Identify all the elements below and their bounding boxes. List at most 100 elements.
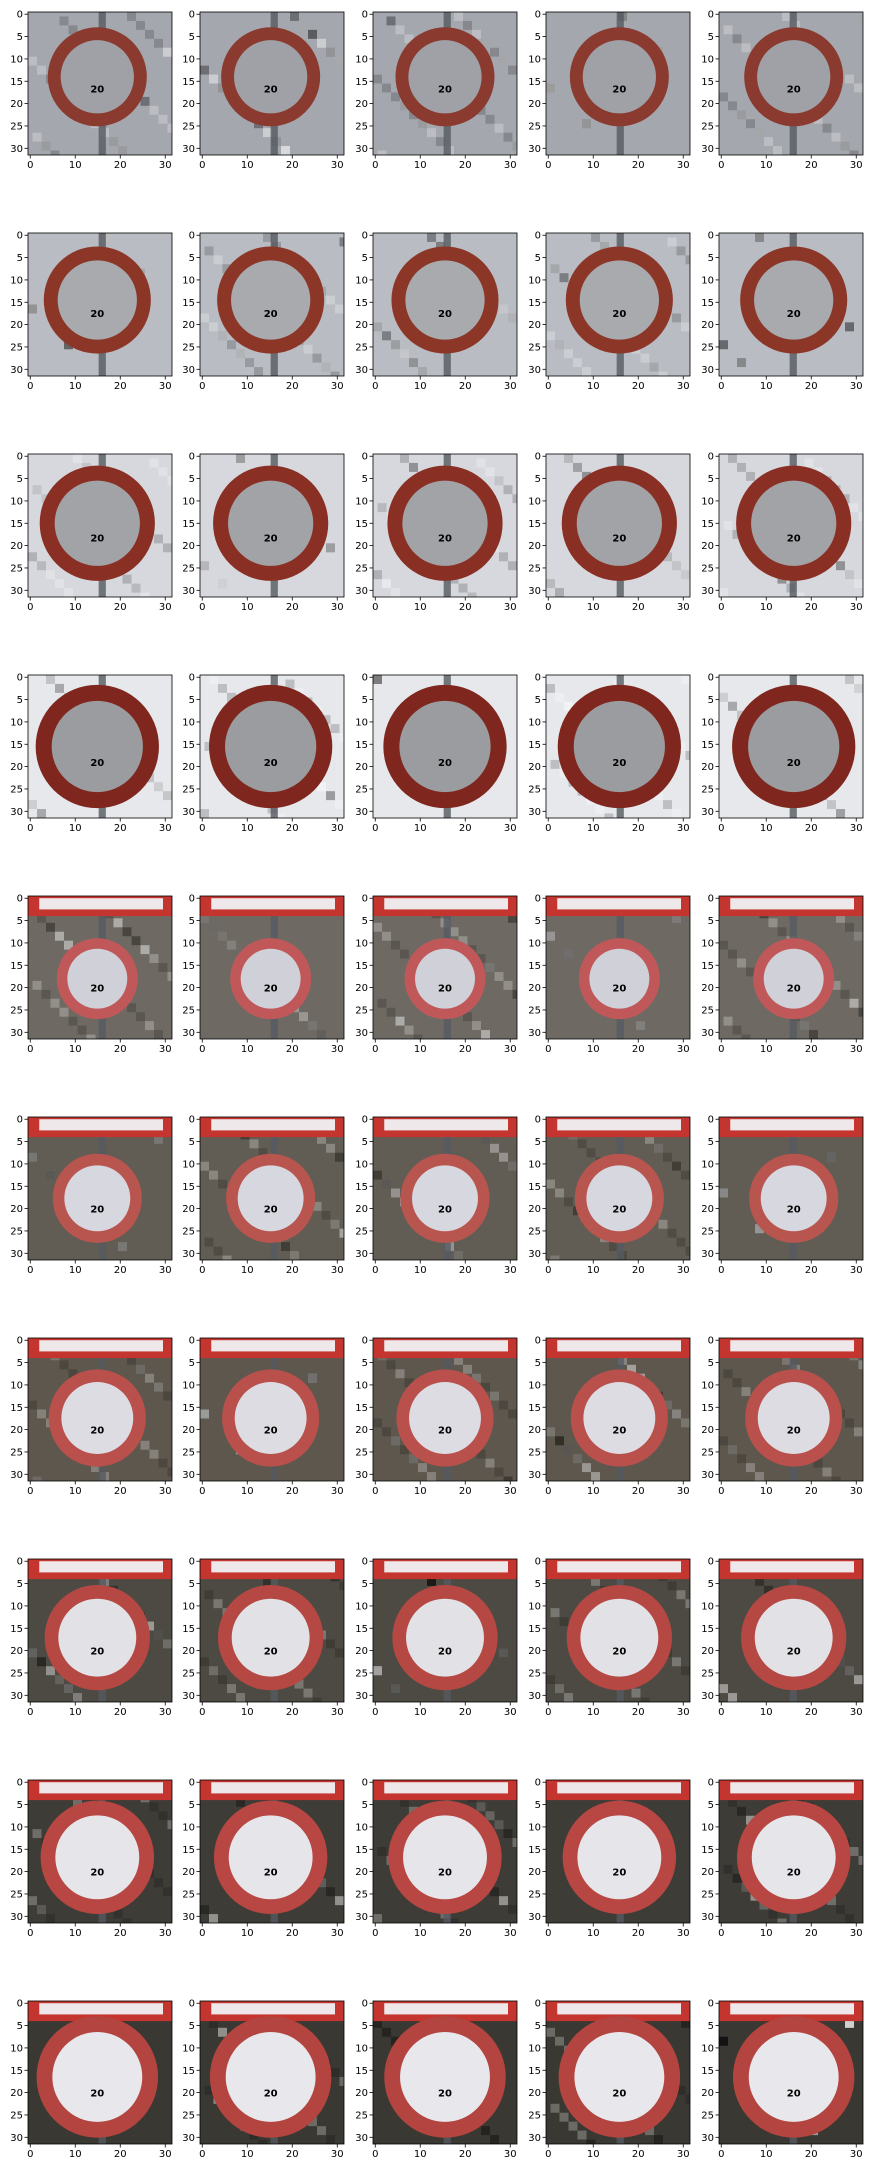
y-tick-label: 5 bbox=[362, 916, 368, 927]
y-tick-label: 30 bbox=[701, 1249, 714, 1260]
x-tick-label: 20 bbox=[459, 1044, 472, 1055]
x-tick-label: 30 bbox=[331, 1486, 344, 1497]
pixel-noise bbox=[409, 1454, 418, 1464]
pixel-noise bbox=[676, 2085, 686, 2095]
pixel-noise bbox=[122, 927, 132, 937]
pixel-noise bbox=[308, 1373, 317, 1383]
pixel-noise bbox=[845, 922, 854, 932]
pixel-noise bbox=[140, 592, 150, 597]
x-tick-label: 10 bbox=[760, 1928, 773, 1939]
pixel-noise bbox=[591, 1472, 600, 1481]
pixel-noise bbox=[308, 29, 317, 39]
y-tick-label: 10 bbox=[528, 2043, 541, 2054]
speed-sign-face bbox=[760, 1165, 827, 1232]
pixel-noise bbox=[312, 353, 322, 363]
pixel-noise bbox=[391, 1436, 400, 1446]
sign-image: 20 bbox=[373, 1780, 517, 1923]
speed-sign-number: 20 bbox=[612, 758, 626, 769]
pixel-noise bbox=[737, 1454, 746, 1464]
x-tick-label: 20 bbox=[805, 1044, 818, 1055]
sign-image: 20 bbox=[200, 1338, 344, 1481]
x-tick-label: 0 bbox=[372, 381, 378, 392]
x-tick-label: 10 bbox=[587, 1265, 600, 1276]
x-tick-label: 0 bbox=[718, 1486, 724, 1497]
x-tick-label: 30 bbox=[850, 381, 863, 392]
x-tick-label: 0 bbox=[199, 381, 205, 392]
pixel-noise bbox=[55, 931, 64, 941]
x-tick-label: 30 bbox=[331, 1928, 344, 1939]
pixel-noise bbox=[32, 1476, 42, 1481]
y-tick-label: 10 bbox=[182, 496, 195, 507]
pixel-noise bbox=[163, 791, 172, 801]
x-tick-label: 0 bbox=[545, 1486, 551, 1497]
y-tick-label: 0 bbox=[362, 231, 368, 242]
pixel-noise bbox=[454, 1251, 463, 1260]
x-tick-label: 30 bbox=[677, 160, 690, 171]
pixel-noise bbox=[326, 791, 335, 801]
x-tick-label: 30 bbox=[331, 602, 344, 613]
y-tick-label: 20 bbox=[182, 1204, 195, 1215]
y-tick-label: 20 bbox=[701, 541, 714, 552]
pixel-noise bbox=[209, 922, 218, 932]
pixel-noise bbox=[400, 949, 409, 959]
pixel-noise bbox=[68, 25, 78, 35]
pixel-noise bbox=[409, 462, 418, 472]
pixel-noise bbox=[849, 998, 859, 1008]
pixel-noise bbox=[37, 561, 46, 571]
pixel-noise bbox=[131, 583, 141, 593]
axes-frame bbox=[545, 1116, 691, 1261]
pixel-noise bbox=[382, 331, 391, 341]
pixel-noise bbox=[503, 1829, 513, 1839]
y-tick-label: 0 bbox=[708, 1999, 714, 2010]
sign-image: 20 bbox=[28, 896, 172, 1039]
pixel-noise bbox=[764, 137, 773, 147]
pixel-noise bbox=[122, 1918, 132, 1923]
pixel-noise bbox=[485, 963, 495, 972]
pixel-noise bbox=[373, 675, 382, 684]
x-tick-label: 0 bbox=[718, 1265, 724, 1276]
pixel-noise bbox=[154, 1134, 163, 1144]
x-tick-label: 20 bbox=[459, 602, 472, 613]
y-tick-label: 25 bbox=[701, 784, 714, 795]
pixel-noise bbox=[490, 1887, 499, 1897]
x-tick-label: 0 bbox=[199, 1707, 205, 1718]
x-tick-label: 30 bbox=[504, 1928, 517, 1939]
pixel-noise bbox=[503, 980, 513, 990]
pixel-noise bbox=[667, 1581, 677, 1591]
y-tick-label: 30 bbox=[10, 1912, 23, 1923]
pixel-noise bbox=[827, 1152, 836, 1162]
y-tick-label: 5 bbox=[535, 32, 541, 43]
pixel-noise bbox=[330, 1219, 340, 1229]
pixel-noise bbox=[218, 331, 227, 341]
pixel-noise bbox=[476, 1449, 486, 1459]
y-tick-label: 0 bbox=[362, 1999, 368, 2010]
pixel-noise bbox=[827, 1152, 836, 1162]
pixel-noise bbox=[827, 1152, 836, 1162]
x-tick-label: 20 bbox=[459, 823, 472, 834]
pixel-noise bbox=[546, 1427, 555, 1437]
pixel-noise bbox=[546, 1179, 555, 1189]
y-tick-label: 25 bbox=[10, 1668, 23, 1679]
axes-frame bbox=[718, 1337, 864, 1482]
pixel-noise bbox=[395, 25, 405, 35]
pixel-noise bbox=[663, 800, 672, 810]
pixel-noise bbox=[28, 1152, 37, 1162]
y-tick-label: 5 bbox=[189, 253, 195, 264]
pixel-noise bbox=[391, 340, 400, 350]
pixel-noise bbox=[840, 141, 850, 151]
pixel-noise bbox=[546, 579, 555, 589]
pixel-noise bbox=[303, 344, 313, 354]
warning-sign-face bbox=[39, 898, 163, 910]
y-tick-label: 20 bbox=[355, 1425, 368, 1436]
speed-sign-face bbox=[240, 948, 301, 1009]
pixel-noise bbox=[555, 692, 564, 702]
pixel-noise bbox=[391, 588, 400, 597]
y-tick-label: 0 bbox=[362, 10, 368, 21]
pixel-noise bbox=[573, 1454, 582, 1464]
pixel-noise bbox=[373, 675, 382, 684]
pixel-noise bbox=[586, 1148, 596, 1158]
pixel-noise bbox=[667, 1228, 677, 1238]
pixel-noise bbox=[236, 454, 245, 463]
pixel-noise bbox=[218, 2027, 227, 2037]
pixel-noise bbox=[755, 1224, 764, 1234]
